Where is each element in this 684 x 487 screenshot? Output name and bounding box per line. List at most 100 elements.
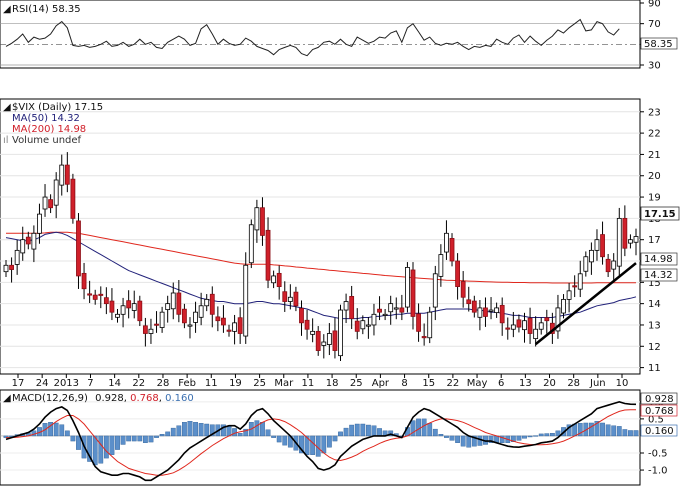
candle bbox=[154, 311, 159, 333]
macd-histogram-bar bbox=[628, 430, 633, 437]
candle-body bbox=[566, 290, 572, 300]
candle bbox=[588, 242, 594, 275]
macd-panel: 1.00.5-0.5-1.0 ◢ MACD(12,26,9) 0.928, 0.… bbox=[0, 389, 678, 486]
candle bbox=[176, 279, 182, 323]
x-tick-label: 11 bbox=[302, 378, 315, 389]
candle-body bbox=[399, 307, 405, 313]
macd-histogram-bar bbox=[371, 425, 377, 437]
legend-ma50: MA(50) 14.32 bbox=[12, 113, 80, 124]
x-tick-label: Jun bbox=[589, 378, 606, 389]
candle bbox=[522, 312, 527, 343]
candle-body bbox=[377, 308, 382, 313]
candle-body bbox=[48, 199, 54, 209]
price-tick-label: 23 bbox=[648, 107, 661, 118]
macd-histogram-bar bbox=[126, 435, 132, 442]
candle-body bbox=[477, 307, 483, 318]
candle bbox=[25, 231, 31, 250]
macd-legend: ◢ MACD(12,26,9) 0.928, 0.768, 0.160 bbox=[3, 393, 194, 404]
macd-histogram-bar bbox=[477, 435, 483, 446]
macd-legend-signal: 0.768 bbox=[130, 393, 159, 404]
candle-body bbox=[405, 267, 410, 308]
x-tick-label: 22 bbox=[447, 378, 460, 389]
candle bbox=[360, 315, 366, 335]
macd-histogram-bar bbox=[176, 425, 182, 437]
macd-histogram-bar bbox=[349, 424, 355, 437]
candle-body bbox=[416, 313, 421, 332]
x-tick-label: 28 bbox=[157, 378, 170, 389]
macd-histogram-bar bbox=[544, 433, 550, 437]
macd-histogram-bar bbox=[326, 435, 332, 448]
svg-text:17.15: 17.15 bbox=[644, 209, 676, 220]
candle bbox=[594, 229, 600, 261]
candle bbox=[3, 259, 9, 278]
macd-histogram-bar bbox=[633, 430, 639, 437]
macd-histogram-bar bbox=[427, 423, 433, 437]
macd-histogram-bar bbox=[510, 435, 516, 442]
x-tick-label: 10 bbox=[616, 378, 629, 389]
candle bbox=[287, 284, 293, 310]
candle bbox=[9, 257, 14, 283]
price-tick-label: 11 bbox=[648, 363, 661, 374]
macd-histogram-bar bbox=[421, 418, 427, 437]
candle-body bbox=[70, 178, 76, 219]
candle-body bbox=[538, 322, 544, 330]
candle bbox=[544, 309, 550, 334]
candle-body bbox=[59, 164, 65, 186]
candle bbox=[226, 324, 232, 337]
macd-histogram-bar bbox=[577, 423, 583, 437]
candle-body bbox=[9, 264, 14, 270]
candle-body bbox=[510, 324, 516, 330]
x-tick-label: May bbox=[467, 378, 488, 389]
candle-body bbox=[265, 229, 271, 281]
candle bbox=[221, 305, 226, 333]
candle bbox=[215, 306, 221, 332]
candle-body bbox=[182, 308, 187, 324]
candle-body bbox=[483, 307, 488, 317]
macd-histogram-bar bbox=[76, 435, 81, 450]
macd-histogram-bar bbox=[70, 435, 76, 442]
candle-body bbox=[594, 239, 600, 251]
macd-histogram-bar bbox=[533, 435, 539, 437]
candle bbox=[533, 316, 539, 347]
candle bbox=[204, 294, 210, 312]
candle bbox=[232, 314, 237, 345]
candle bbox=[187, 317, 193, 339]
svg-text:0.160: 0.160 bbox=[645, 426, 674, 437]
macd-legend-prefix: MACD(12,26,9) bbox=[12, 393, 88, 404]
candle bbox=[510, 311, 516, 338]
x-tick-label: Mar bbox=[274, 378, 294, 389]
macd-histogram-bar bbox=[271, 435, 277, 438]
candle-body bbox=[276, 272, 282, 287]
candle bbox=[427, 306, 433, 344]
candle-body bbox=[260, 207, 265, 236]
macd-histogram-bar bbox=[170, 427, 176, 437]
price-tick-label: 21 bbox=[648, 150, 661, 161]
candle bbox=[600, 221, 605, 265]
candle-body bbox=[577, 273, 583, 290]
macd-histogram-bar bbox=[265, 429, 271, 437]
candle bbox=[483, 297, 488, 327]
candle-body bbox=[360, 320, 366, 330]
candle bbox=[304, 309, 310, 340]
candle-body bbox=[326, 333, 332, 345]
candle-body bbox=[293, 291, 299, 307]
candle-body bbox=[25, 236, 31, 245]
macd-histogram-bar bbox=[64, 430, 70, 437]
candle-body bbox=[438, 254, 444, 277]
svg-text:58.35: 58.35 bbox=[644, 39, 673, 50]
candle-body bbox=[466, 299, 472, 305]
rsi-legend-label: RSI(14) 58.35 bbox=[12, 4, 81, 15]
candle bbox=[421, 323, 427, 346]
rsi-panel-frame bbox=[0, 0, 641, 69]
macd-arrow-icon: ◢ bbox=[3, 393, 11, 404]
candle-body bbox=[354, 320, 360, 332]
candle bbox=[64, 152, 70, 193]
candle bbox=[148, 318, 154, 344]
x-tick-label: Apr bbox=[372, 378, 390, 389]
candle bbox=[332, 317, 338, 359]
candle-body bbox=[343, 301, 349, 311]
candle bbox=[70, 173, 76, 224]
candle bbox=[460, 271, 466, 308]
candle bbox=[633, 228, 639, 256]
candle-body bbox=[187, 324, 193, 327]
